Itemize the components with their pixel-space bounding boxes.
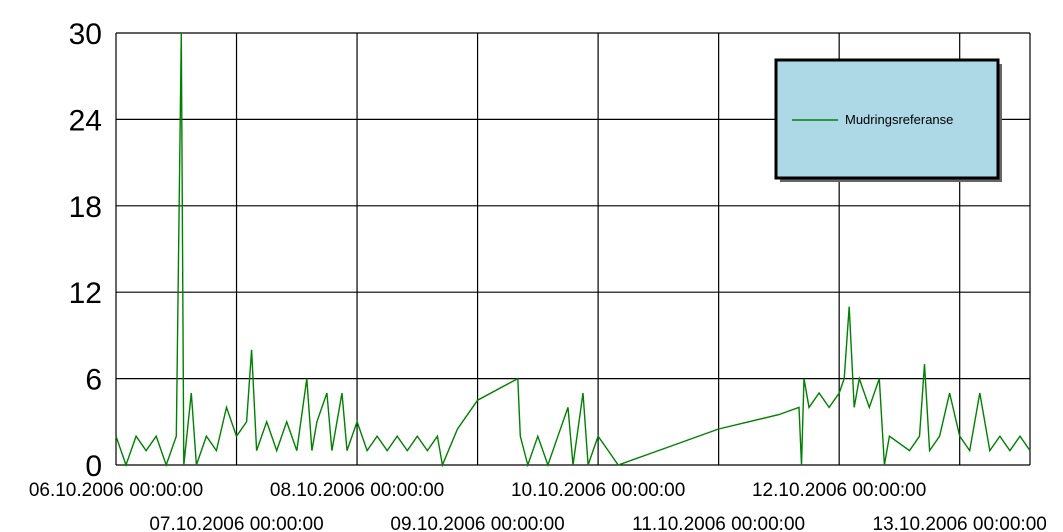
y-tick-label: 0 [85,450,102,483]
y-tick-label: 12 [69,277,102,310]
axes: 0 6 12 18 24 30 06.10.2006 00:00:00 07.10.2006 … [29,18,1047,532]
y-tick-label: 18 [69,191,102,224]
x-tick-label: 08.10.2006 00:00:00 [270,480,444,501]
y-tick-label: 6 [85,364,102,397]
series-line [115,32,1031,468]
x-tick-label: 11.10.2006 00:00:00 [632,514,805,532]
x-tick-label: 10.10.2006 00:00:00 [511,480,685,501]
legend-label: Mudringsreferanse [845,112,953,127]
x-tick-label: 09.10.2006 00:00:00 [390,514,564,532]
series-layer [115,32,1031,468]
y-tick-label: 24 [69,104,102,137]
x-tick-label: 06.10.2006 00:00:00 [29,480,203,501]
x-tick-label: 12.10.2006 00:00:00 [752,480,926,501]
x-tick-label: 13.10.2006 00:00:00 [873,514,1047,532]
grid [115,32,1031,466]
legend: Mudringsreferanse [774,58,1002,182]
x-tick-label: 07.10.2006 00:00:00 [149,514,323,532]
y-tick-label: 30 [69,18,102,51]
legend-box [774,58,1000,180]
